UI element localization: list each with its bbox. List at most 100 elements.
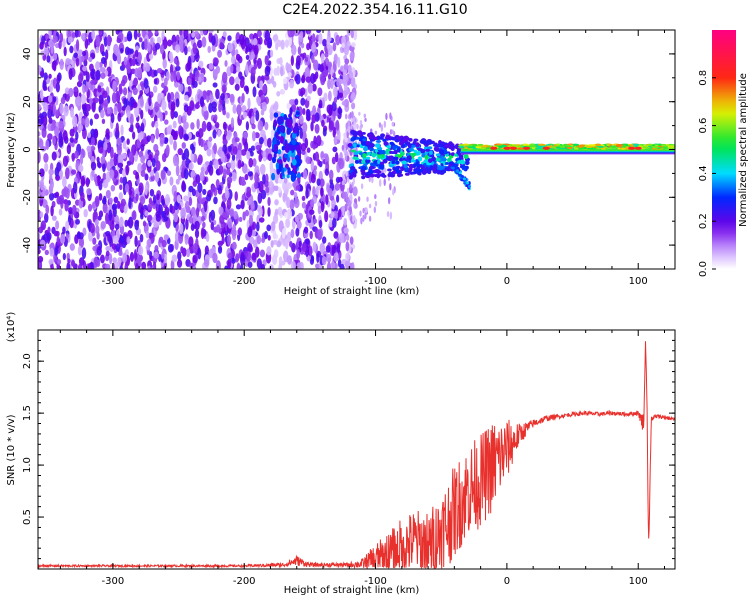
spectrogram-blob <box>156 67 163 74</box>
spectrogram-blob <box>320 201 325 213</box>
spectrogram-blob <box>161 210 166 219</box>
spectrogram-blob <box>138 182 144 194</box>
spectrogram-blob <box>113 152 117 164</box>
spectrogram-blob <box>346 187 350 195</box>
spectrogram-blob <box>374 130 378 135</box>
spectrogram-blob <box>217 148 222 157</box>
spectrogram-blob <box>181 180 186 192</box>
spectrogram-blob <box>300 42 305 49</box>
spectrogram-blob <box>290 228 295 239</box>
spectrogram-blob <box>213 57 219 66</box>
spectrogram-blob <box>203 105 207 112</box>
spectrogram-blob <box>90 161 97 171</box>
spectrogram-blob <box>277 206 283 216</box>
spectrogram-blob <box>259 163 266 175</box>
spectrogram-blob <box>153 69 158 77</box>
spectrogram-blob <box>362 146 369 152</box>
spectrogram-blob <box>236 262 241 269</box>
spectrogram-blob <box>350 124 353 130</box>
spectrogram-blob <box>137 84 141 93</box>
spectrogram-blob <box>253 44 259 56</box>
spectrogram-blob <box>278 159 283 165</box>
spectrogram-blob <box>235 204 242 210</box>
spectrogram-blob <box>261 237 266 243</box>
spectrogram-blob <box>306 30 312 35</box>
spectrogram-blob <box>169 203 173 213</box>
spectrogram-blob <box>319 242 326 255</box>
spectrogram-blob <box>378 154 383 159</box>
spectrogram-blob <box>293 191 298 199</box>
spectrogram-blob <box>195 131 200 138</box>
spectrogram-blob <box>286 255 293 265</box>
spectrogram-blob <box>458 171 462 175</box>
spectrogram-blob <box>365 141 371 146</box>
spectral-line-blob <box>479 147 487 150</box>
spectrogram-blob <box>111 92 117 104</box>
spectrogram-y-tick-label: 40 <box>22 48 33 61</box>
spectrogram-blob <box>212 69 219 77</box>
spectrogram-blob <box>310 198 315 208</box>
spectrogram-blob <box>102 202 108 214</box>
spectrogram-blob <box>47 226 51 233</box>
spectrogram-blob <box>349 51 355 61</box>
spectrogram-blob <box>282 77 288 85</box>
spectrogram-blob <box>46 55 51 63</box>
spectrogram-blob <box>177 251 182 261</box>
spectrogram-blob <box>213 158 219 170</box>
spectrogram-blob <box>285 117 289 128</box>
spectrogram-blob <box>128 216 134 229</box>
spectrogram-blob <box>147 31 154 38</box>
spectral-line-blob <box>500 144 507 147</box>
spectral-line-blob <box>497 143 502 146</box>
spectrogram-blob <box>326 253 332 263</box>
spectral-line-blob <box>564 145 573 148</box>
spectrogram-blob <box>306 95 311 102</box>
spectrogram-blob <box>201 36 207 48</box>
spectrogram-blob <box>49 247 55 257</box>
spectrogram-blob <box>242 131 248 139</box>
spectrogram-blob <box>120 124 124 136</box>
spectrogram-blob <box>454 153 458 157</box>
spectrogram-blob <box>396 136 403 140</box>
spectrogram-blob <box>72 181 78 194</box>
spectrogram-blob <box>256 221 260 232</box>
spectrogram-blob <box>38 118 44 124</box>
spectrogram-blob <box>154 30 159 35</box>
spectral-line-blob <box>579 144 586 147</box>
spectrogram-blob <box>62 226 66 234</box>
spectrogram-blob <box>290 55 295 66</box>
spectrogram-blob <box>91 168 95 178</box>
spectrogram-blob <box>343 141 347 149</box>
spectrogram-blob <box>259 80 264 90</box>
spectrogram-blob <box>80 175 86 187</box>
spectrogram-blob <box>465 160 470 166</box>
spectrogram-blob <box>391 121 394 127</box>
spectrogram-blob <box>47 95 53 103</box>
spectrogram-blob <box>91 101 96 113</box>
spectrogram-blob <box>325 245 331 253</box>
spectral-line-blob <box>620 147 626 150</box>
spectrogram-blob <box>410 159 416 163</box>
spectrogram-y-tick-label: -20 <box>22 189 33 205</box>
spectrogram-blob <box>228 145 232 152</box>
spectrogram-blob <box>141 261 147 269</box>
spectrogram-blob <box>267 196 271 207</box>
spectrogram-blob <box>267 137 272 148</box>
spectrogram-blob <box>140 109 144 120</box>
spectrogram-blob <box>146 239 152 247</box>
spectral-line-blob <box>472 144 478 147</box>
spectrogram-blob <box>204 144 208 151</box>
spectrogram-blob <box>342 90 348 99</box>
spectrogram-blob <box>107 233 111 242</box>
spectrogram-blob <box>391 137 396 141</box>
spectrogram-blob <box>466 181 470 185</box>
spectrogram-blob <box>338 158 345 170</box>
spectrogram-blob <box>335 176 341 184</box>
spectrogram-blob <box>386 145 392 149</box>
spectrogram-blob <box>47 133 53 141</box>
spectrogram-blob <box>350 193 353 202</box>
snr-x-tick-label: -100 <box>364 576 387 587</box>
spectrogram-blob <box>196 39 203 49</box>
snr-x-tick-label: -300 <box>102 576 125 587</box>
spectrogram-blob <box>197 154 203 166</box>
